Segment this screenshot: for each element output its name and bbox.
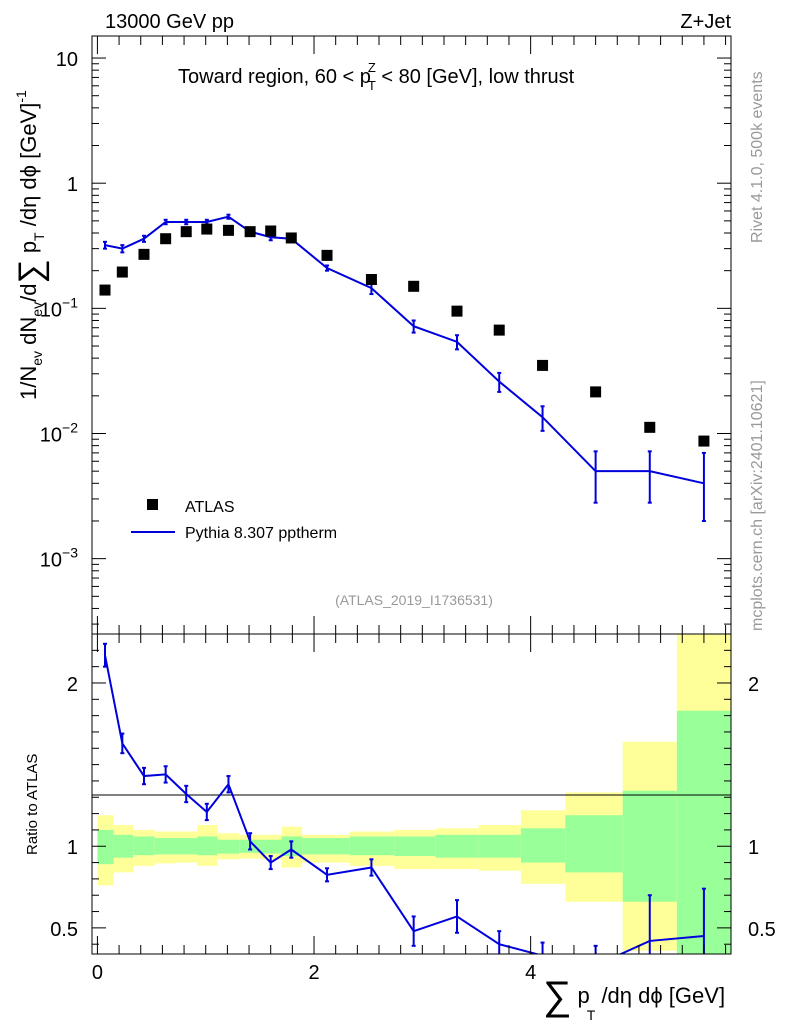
x-tick-label: 2	[308, 962, 319, 984]
ratio-y-tick-label-right: 0.5	[748, 919, 776, 941]
ratio-band-inner	[133, 836, 155, 856]
y-tick-label: 10−2	[40, 419, 78, 446]
ratio-band-inner	[349, 836, 395, 856]
ratio-y-label: Ratio to ATLAS	[24, 754, 41, 855]
atlas-marker	[590, 386, 602, 398]
svg-text:1/Nev dNev/d∑ pT /dη dϕ [GeV]: 1/Nev dNev/d∑ pT /dη dϕ [GeV]-1	[12, 90, 50, 400]
main-series-layer	[99, 213, 710, 522]
atlas-marker	[285, 232, 297, 244]
atlas-marker	[644, 421, 656, 433]
ratio-band-inner	[176, 838, 198, 855]
ratio-y-tick-label: 0.5	[50, 919, 78, 941]
ratio-band-inner	[565, 815, 623, 873]
ratio-band-inner	[520, 828, 566, 863]
ratio-frame	[91, 633, 732, 955]
legend-label-atlas: ATLAS	[185, 499, 235, 516]
atlas-marker	[408, 280, 420, 292]
atlas-marker	[180, 226, 192, 238]
legend-label-pythia: Pythia 8.307 pptherm	[185, 525, 337, 542]
atlas-marker	[116, 266, 128, 278]
header-left: 13000 GeV pp	[105, 11, 234, 33]
atlas-marker	[493, 324, 505, 336]
ratio-y-tick-label-right: 1	[748, 837, 759, 859]
header-right: Z+Jet	[680, 11, 731, 33]
legend-marker-atlas	[147, 499, 158, 510]
y-tick-label: 10−1	[40, 294, 78, 321]
ratio-band-inner	[478, 834, 521, 858]
legend: ATLAS Pythia 8.307 pptherm	[131, 499, 337, 542]
x-tick-label: 4	[525, 962, 536, 984]
ratio-y-axis: 0.5 0.5 1 1 2 2	[50, 649, 776, 945]
y-tick-label: 10−3	[40, 545, 78, 572]
ratio-x-axis: 0 2 4	[92, 634, 727, 984]
ratio-series-layer	[102, 642, 706, 954]
atlas-marker	[160, 233, 172, 245]
main-y-axis: 10−3 10−2 10−1 1 10	[40, 49, 731, 625]
x-axis-label: ∑ p T /dη dϕ [GeV]	[543, 974, 725, 1023]
mcplots-label: mcplots.cern.ch [arXiv:2401.10621]	[749, 380, 766, 631]
atlas-marker	[321, 249, 333, 261]
rivet-label: Rivet 4.1.0, 500k events	[749, 71, 766, 243]
atlas-marker	[222, 224, 234, 236]
main-y-label: 1/Nev dNev/d∑ pT /dη dϕ [GeV]-1	[12, 90, 50, 400]
ratio-band-inner	[217, 839, 240, 854]
ratio-band-inner	[197, 836, 218, 856]
analysis-id: (ATLAS_2019_I1736531)	[335, 592, 493, 608]
atlas-marker	[265, 225, 277, 237]
mc-line	[104, 215, 705, 485]
ratio-band-inner	[97, 829, 114, 865]
atlas-marker	[99, 284, 111, 296]
atlas-marker	[138, 248, 150, 260]
ratio-y-tick-label-right: 2	[748, 674, 759, 696]
atlas-marker	[698, 435, 710, 447]
ratio-band-inner	[622, 790, 677, 902]
atlas-marker	[451, 305, 463, 317]
ratio-band-inner	[435, 834, 479, 858]
x-tick-label: 0	[92, 962, 103, 984]
atlas-marker	[201, 223, 213, 235]
main-title: Toward region, 60 < pZ T < 80 [GeV], low …	[178, 60, 575, 93]
atlas-marker	[365, 274, 377, 286]
atlas-marker	[537, 359, 549, 371]
ratio-band-inner	[154, 838, 177, 855]
ratio-clipped-group	[102, 642, 706, 954]
y-tick-label: 1	[67, 174, 78, 196]
main-frame	[91, 35, 732, 635]
ratio-band-inner	[113, 834, 134, 858]
ratio-y-tick-label: 1	[67, 837, 78, 859]
ratio-band-inner	[260, 839, 282, 854]
ratio-bands	[97, 634, 731, 954]
ratio-band-inner	[302, 838, 350, 855]
ratio-band-inner	[394, 836, 436, 857]
main-x-ticks	[96, 36, 727, 634]
y-tick-label: 10	[56, 49, 78, 71]
atlas-marker	[244, 226, 256, 238]
ratio-y-tick-label: 2	[67, 674, 78, 696]
